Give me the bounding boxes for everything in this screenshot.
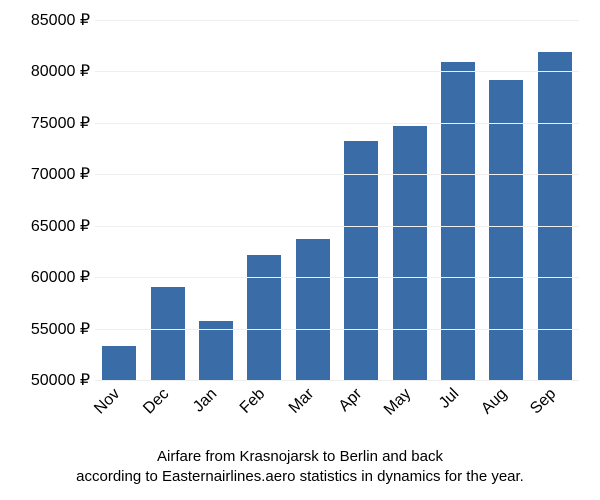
gridline xyxy=(95,71,579,72)
bar xyxy=(151,287,185,380)
y-axis-label: 60000 ₽ xyxy=(31,267,90,287)
bar xyxy=(393,126,427,380)
y-axis-label: 50000 ₽ xyxy=(31,370,90,390)
caption-line-2: according to Easternairlines.aero statis… xyxy=(0,467,600,487)
gridline xyxy=(95,174,579,175)
gridline xyxy=(95,277,579,278)
bar xyxy=(538,52,572,380)
bar xyxy=(296,239,330,380)
x-axis-labels: NovDecJanFebMarAprMayJulAugSep xyxy=(95,385,579,445)
chart-caption: Airfare from Krasnojarsk to Berlin and b… xyxy=(0,447,600,488)
caption-line-1: Airfare from Krasnojarsk to Berlin and b… xyxy=(0,447,600,467)
gridline xyxy=(95,123,579,124)
y-axis-label: 75000 ₽ xyxy=(31,113,90,133)
bar xyxy=(102,346,136,380)
bar xyxy=(247,255,281,380)
y-axis-label: 55000 ₽ xyxy=(31,319,90,339)
y-axis-label: 70000 ₽ xyxy=(31,164,90,184)
bar xyxy=(344,141,378,380)
gridline xyxy=(95,226,579,227)
y-axis-label: 80000 ₽ xyxy=(31,61,90,81)
bar xyxy=(441,62,475,380)
gridline xyxy=(95,20,579,21)
y-axis-label: 65000 ₽ xyxy=(31,216,90,236)
bar xyxy=(489,80,523,380)
plot-area xyxy=(95,20,579,380)
gridline xyxy=(95,329,579,330)
airfare-bar-chart: NovDecJanFebMarAprMayJulAugSep Airfare f… xyxy=(0,0,600,500)
gridline xyxy=(95,380,579,381)
y-axis-label: 85000 ₽ xyxy=(31,10,90,30)
bars-group xyxy=(95,20,579,380)
bar xyxy=(199,321,233,380)
